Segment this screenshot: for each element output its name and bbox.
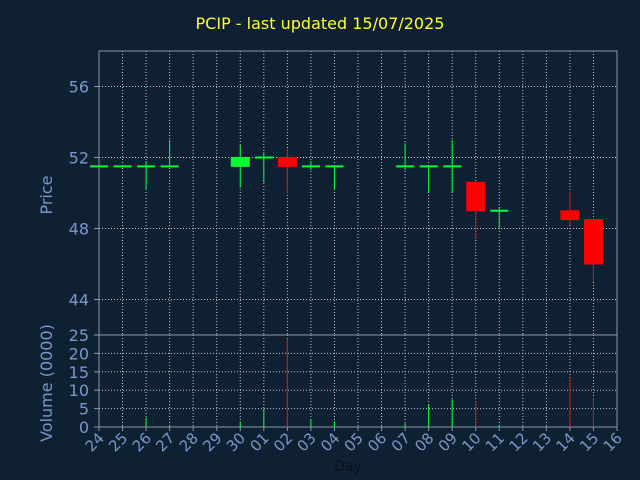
axis-labels: Price Volume (0000) Day 4448525605101520… — [37, 78, 626, 476]
x-tick-label: 12 — [505, 429, 531, 455]
volume-tick-label: 15 — [69, 363, 89, 382]
x-tick-label: 28 — [176, 429, 202, 455]
x-tick-label: 07 — [388, 429, 414, 455]
x-tick-label: 15 — [576, 429, 602, 455]
volume-tick-label: 25 — [69, 326, 89, 345]
x-tick-label: 03 — [294, 429, 320, 455]
price-axis-label: Price — [37, 175, 56, 214]
x-tick-label: 13 — [529, 429, 555, 455]
candle-09 — [443, 139, 462, 193]
volume-bars — [145, 338, 594, 427]
price-candles — [90, 139, 603, 282]
candle-04 — [325, 165, 344, 190]
x-tick-label: 11 — [482, 429, 508, 455]
x-tick-label: 08 — [411, 429, 437, 455]
x-tick-label: 10 — [458, 429, 484, 455]
x-tick-label: 30 — [223, 429, 249, 455]
chart-title: PCIP - last updated 15/07/2025 — [195, 14, 445, 33]
candle-03 — [301, 161, 320, 170]
x-tick-label: 26 — [129, 429, 155, 455]
volume-tick-label: 10 — [69, 381, 89, 400]
candle-07 — [396, 143, 415, 170]
price-tick-label: 52 — [69, 149, 89, 168]
volume-tick-label: 20 — [69, 344, 89, 363]
x-axis-label: Day — [334, 459, 362, 475]
x-tick-label: 29 — [199, 429, 225, 455]
price-tick-label: 44 — [69, 291, 89, 310]
candle-body — [277, 157, 297, 167]
candle-14 — [560, 191, 580, 225]
candle-08 — [419, 165, 438, 193]
candle-15 — [583, 219, 603, 282]
candle-body — [560, 210, 580, 221]
x-tick-label: 27 — [152, 429, 178, 455]
x-tick-label: 06 — [364, 429, 390, 455]
grid-layer — [99, 51, 617, 427]
candle-01 — [254, 152, 273, 183]
candle-body — [583, 219, 603, 265]
candle-26 — [137, 161, 156, 190]
x-tick-label: 16 — [600, 429, 626, 455]
x-tick-label: 25 — [105, 429, 131, 455]
x-tick-label: 02 — [270, 429, 296, 455]
candle-30 — [230, 145, 250, 188]
price-tick-label: 56 — [69, 78, 89, 97]
axis-layer — [94, 50, 618, 431]
volume-tick-label: 5 — [79, 400, 89, 419]
price-tick-label: 48 — [69, 220, 89, 239]
x-tick-label: 14 — [553, 429, 579, 455]
x-tick-label: 04 — [317, 429, 343, 455]
candle-02 — [277, 148, 297, 193]
volume-axis-label: Volume (0000) — [37, 324, 56, 442]
x-tick-label: 09 — [435, 429, 461, 455]
candle-27 — [160, 139, 179, 168]
x-tick-label: 01 — [246, 429, 272, 455]
candle-body — [230, 157, 250, 167]
volume-tick-label: 0 — [79, 418, 89, 437]
x-tick-label: 05 — [341, 429, 367, 455]
candle-10 — [466, 181, 486, 240]
candle-body — [466, 181, 486, 212]
candle-11 — [490, 207, 509, 229]
